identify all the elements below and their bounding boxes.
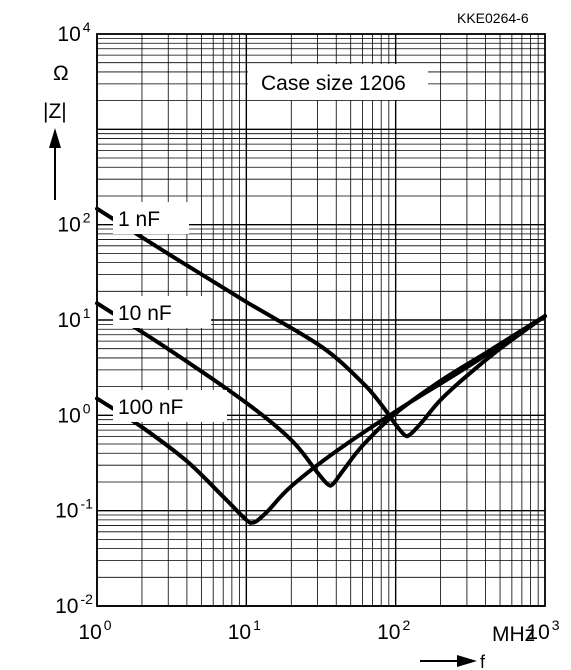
series-label-1: 1 nF xyxy=(113,202,189,234)
figure-id-label: KKE0264-6 xyxy=(457,10,529,26)
series-label-2: 10 nF xyxy=(113,296,211,328)
x-tick-label-text: 10 2 xyxy=(377,617,410,644)
series-label-text: 100 nF xyxy=(118,396,183,419)
series-label-bg xyxy=(113,296,211,328)
series-label-text: 1 nF xyxy=(118,208,160,231)
series-label-3: 100 nF xyxy=(113,390,227,422)
x-tick-label: 10 3 xyxy=(526,617,559,644)
impedance-curves xyxy=(95,206,547,525)
series-curve-1 xyxy=(95,206,547,439)
y-axis-label: |Z| xyxy=(43,100,67,123)
series-label-bg xyxy=(113,390,227,422)
series-curve-3 xyxy=(95,314,547,525)
series-label-text: 10 nF xyxy=(118,302,172,325)
y-tick-label-text: 10 4 xyxy=(57,19,90,46)
x-tick-label: 10 1 xyxy=(228,617,261,644)
y-tick-label: 10 -1 xyxy=(55,496,93,523)
case-size-box xyxy=(248,64,428,100)
x-tick-label-text: 10 0 xyxy=(78,617,111,644)
series-labels: 1 nF 10 nF 100 nF xyxy=(113,202,227,422)
y-tick-label-text: 10 2 xyxy=(57,210,90,237)
y-tick-label-text: 10 1 xyxy=(57,305,90,332)
x-axis-label: f xyxy=(480,652,486,670)
y-tick-label: 10 2 xyxy=(57,210,90,237)
y-tick-label-text: 10 0 xyxy=(57,400,90,427)
x-tick-label-text: 10 3 xyxy=(526,617,559,644)
y-tick-label-text: 10 -2 xyxy=(55,591,93,618)
y-tick-label: 10 4 xyxy=(57,19,90,46)
y-unit-label: Ω xyxy=(53,62,69,85)
y-axis-arrow xyxy=(49,128,61,200)
y-tick-label: 10 -2 xyxy=(55,591,93,618)
plot-frame xyxy=(96,33,546,607)
axis-tick-labels: 10 0 10 1 10 2 10 3 10 -2 10 -1 10 0 10 1 10 2 10 4 xyxy=(55,19,560,644)
y-tick-label: 10 0 xyxy=(57,400,90,427)
x-tick-label-text: 10 1 xyxy=(228,617,261,644)
series-label-bg xyxy=(113,202,189,234)
y-tick-label-text: 10 -1 xyxy=(55,496,93,523)
y-tick-label: 10 1 xyxy=(57,305,90,332)
x-unit-label: MHz xyxy=(492,623,535,646)
x-tick-label: 10 0 xyxy=(78,617,111,644)
x-axis-arrow xyxy=(420,655,477,667)
case-size-label: Case size 1206 xyxy=(261,72,406,95)
x-tick-label: 10 2 xyxy=(377,617,410,644)
